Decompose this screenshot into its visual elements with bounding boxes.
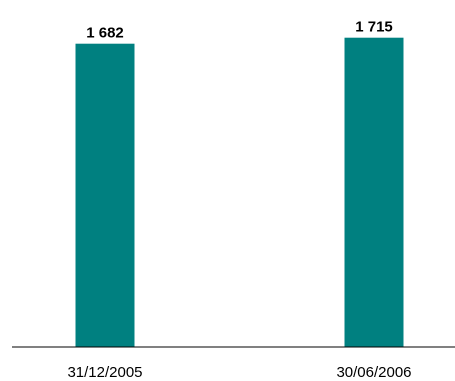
x-tick-label-1: 31/12/2005 xyxy=(67,364,142,381)
x-tick-label-2: 30/06/2006 xyxy=(336,364,411,381)
value-labels-group: 1 682 1 715 xyxy=(86,19,393,42)
bar-1 xyxy=(75,43,135,347)
bar-2 xyxy=(344,37,404,347)
data-label-1: 1 682 xyxy=(86,25,124,42)
data-label-2: 1 715 xyxy=(355,19,393,36)
x-tick-labels-group: 31/12/2005 30/06/2006 xyxy=(67,364,411,381)
bars-group xyxy=(75,37,404,347)
